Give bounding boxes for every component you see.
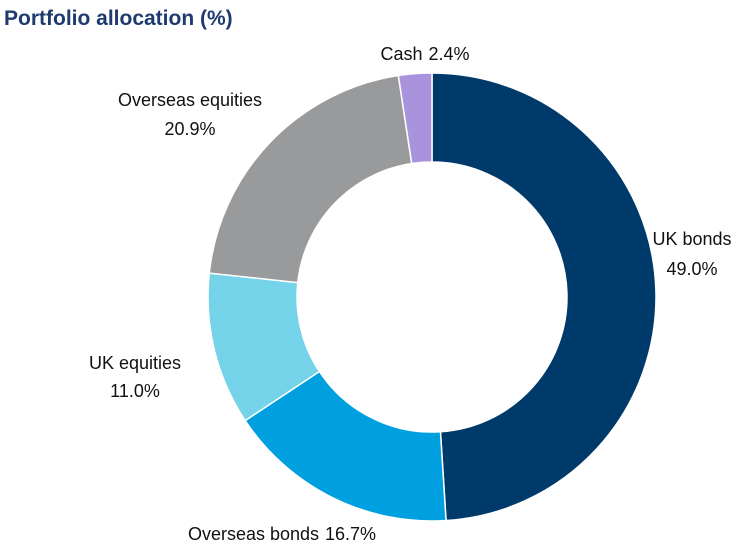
segment-label: Overseas bonds 16.7% <box>188 524 376 544</box>
value-label: 16.7% <box>325 524 376 544</box>
category-label: Overseas bonds <box>188 524 319 544</box>
category-label: UK equities <box>89 353 181 373</box>
category-label: Cash <box>380 44 422 64</box>
value-label: 2.4% <box>429 44 470 64</box>
segment-label: Cash 2.4% <box>380 44 469 64</box>
donut-segment <box>208 74 413 284</box>
value-label: 11.0% <box>110 381 160 401</box>
category-label: Overseas equities <box>118 90 262 110</box>
value-label: 20.9% <box>164 119 215 139</box>
donut-segment <box>431 72 657 522</box>
category-label: UK bonds <box>652 229 731 249</box>
value-label: 49.0% <box>666 259 717 279</box>
donut-segment <box>397 72 433 165</box>
chart-title: Portfolio allocation (%) <box>4 7 233 30</box>
